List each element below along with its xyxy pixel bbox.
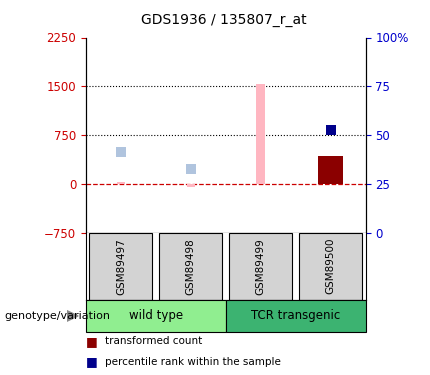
- Text: ■: ■: [86, 356, 98, 368]
- Point: [187, 166, 194, 172]
- Text: genotype/variation: genotype/variation: [4, 311, 111, 321]
- Bar: [229, 232, 292, 300]
- Text: percentile rank within the sample: percentile rank within the sample: [105, 357, 281, 367]
- Text: GSM89499: GSM89499: [256, 238, 266, 295]
- Bar: [86, 300, 226, 332]
- Bar: [318, 156, 343, 184]
- Text: GSM89498: GSM89498: [186, 238, 196, 295]
- Bar: [160, 232, 222, 300]
- Text: GSM89497: GSM89497: [116, 238, 126, 295]
- Bar: [256, 84, 265, 184]
- Polygon shape: [67, 310, 78, 321]
- Bar: [117, 182, 125, 184]
- Bar: [89, 232, 152, 300]
- Text: ■: ■: [86, 335, 98, 348]
- Bar: [226, 300, 366, 332]
- Text: GSM89500: GSM89500: [326, 238, 335, 294]
- Point: [327, 128, 334, 134]
- Text: GDS1936 / 135807_r_at: GDS1936 / 135807_r_at: [141, 13, 307, 27]
- Point: [117, 149, 124, 155]
- Bar: [299, 232, 362, 300]
- Text: transformed count: transformed count: [105, 336, 203, 346]
- Text: wild type: wild type: [129, 309, 183, 322]
- Bar: [187, 184, 195, 187]
- Text: TCR transgenic: TCR transgenic: [251, 309, 340, 322]
